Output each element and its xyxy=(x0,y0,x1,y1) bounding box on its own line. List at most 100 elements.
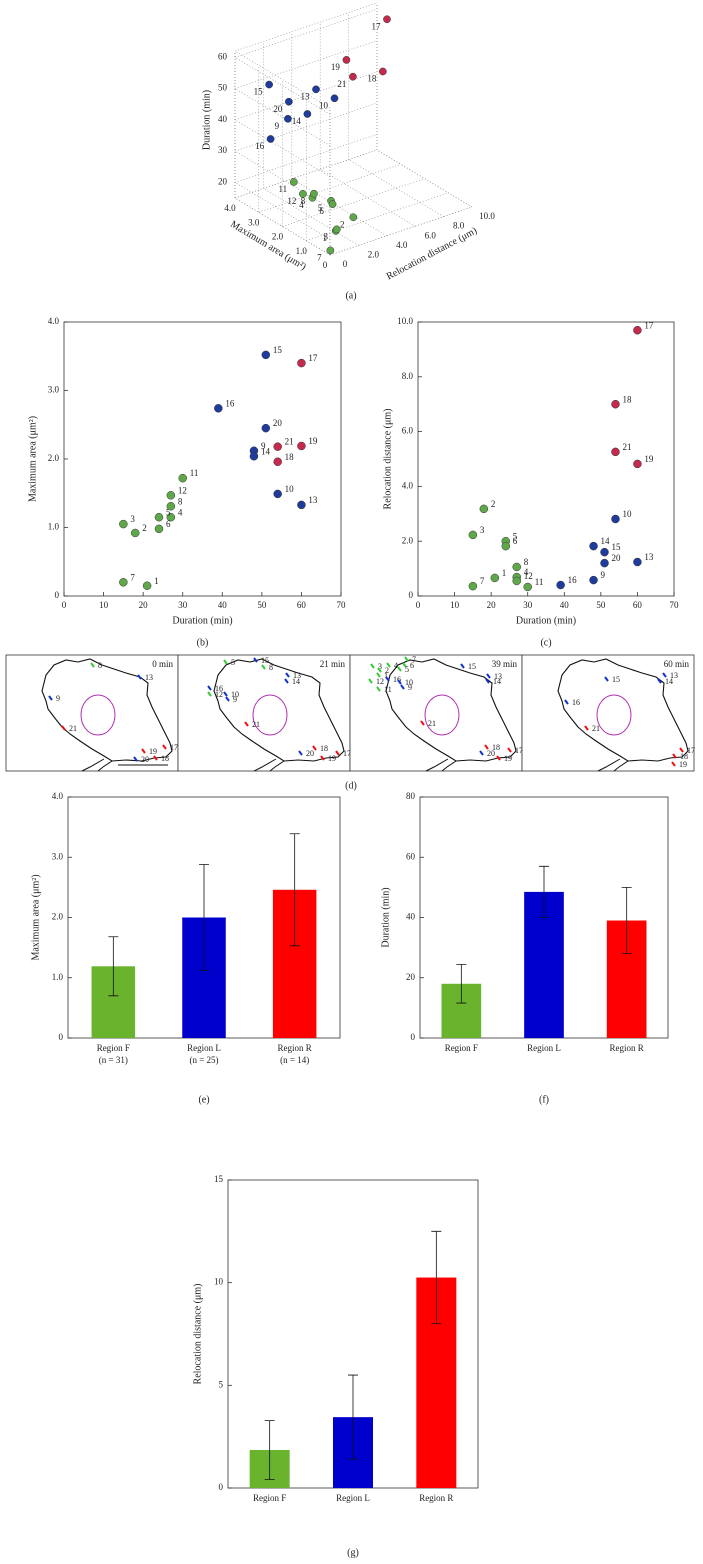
point xyxy=(589,575,598,585)
grid-line xyxy=(282,178,425,227)
point xyxy=(611,399,620,409)
point-label: 17 xyxy=(371,21,381,31)
x-tick-label: Region F xyxy=(445,1043,478,1053)
adhesion-mark xyxy=(61,725,66,731)
adhesion-mark xyxy=(404,656,409,662)
y-tick-label: 4.0 xyxy=(224,203,236,213)
adhesion-mark xyxy=(253,657,258,663)
point-label: 19 xyxy=(644,454,654,464)
adhesion-mark xyxy=(486,673,491,679)
x-tick-label: 70 xyxy=(670,600,680,610)
category-note: (n = 14) xyxy=(280,1055,309,1065)
adhesion-label: 17 xyxy=(343,749,351,758)
error-bar xyxy=(348,1374,358,1460)
nucleus xyxy=(80,694,116,736)
y-tick-label: 4.0 xyxy=(402,480,414,490)
adhesion-label: 18 xyxy=(492,743,500,752)
point xyxy=(501,541,511,551)
y-tick-label: 20 xyxy=(406,972,416,982)
adhesion-label: 9 xyxy=(408,683,412,692)
point-label: 9 xyxy=(275,121,280,131)
point-label: 10 xyxy=(319,100,329,110)
y-axis-label: Relocation distance (μm) xyxy=(382,409,393,510)
point-label: 6 xyxy=(513,536,518,546)
cell-outline xyxy=(213,658,345,762)
grid-line xyxy=(234,149,378,199)
adhesion-mark xyxy=(207,685,212,691)
adhesion-label: 15 xyxy=(612,675,620,684)
y-tick-label: 0 xyxy=(219,1482,224,1492)
point-label: 7 xyxy=(480,576,485,586)
x-tick-label: Region L xyxy=(527,1043,561,1053)
y-tick-label: 3.0 xyxy=(48,385,60,395)
adhesion-mark xyxy=(496,755,501,761)
adhesion-mark xyxy=(604,676,609,682)
adhesion-mark xyxy=(662,672,667,678)
adhesion-mark xyxy=(298,750,303,756)
adhesion-label: 14 xyxy=(665,677,673,686)
frame-time: 39 min xyxy=(492,659,518,669)
point-label: 14 xyxy=(601,536,611,546)
adhesion-label: 14 xyxy=(493,677,501,686)
y-tick-label: 0 xyxy=(59,1032,64,1042)
point-label: 13 xyxy=(308,495,318,505)
adhesion-mark xyxy=(385,676,390,682)
point xyxy=(633,325,642,335)
frame-border xyxy=(521,654,695,772)
nucleus xyxy=(252,694,288,736)
adhesion-mark xyxy=(402,662,407,668)
frame-border xyxy=(5,654,179,772)
adhesion-label: 19 xyxy=(149,747,157,756)
adhesion-label: 17 xyxy=(515,746,523,755)
x-tick-label: 20 xyxy=(139,600,149,610)
point-label: 19 xyxy=(308,436,318,446)
error-bar xyxy=(456,964,467,1004)
point xyxy=(328,200,337,209)
point xyxy=(166,491,176,500)
point-label: 11 xyxy=(279,184,288,194)
x-axis-label: Duration (min) xyxy=(172,615,232,626)
adhesion-mark xyxy=(671,761,676,767)
point-label: 6 xyxy=(319,206,324,216)
point xyxy=(468,530,478,540)
adhesion-label: 12 xyxy=(376,677,384,686)
point-label: 14 xyxy=(292,116,302,126)
grid-line xyxy=(320,168,416,227)
panel-label: (c) xyxy=(540,637,551,648)
point xyxy=(490,573,500,583)
z-tick-label: 50 xyxy=(218,83,228,93)
y-tick-label: 80 xyxy=(406,791,416,801)
x-tick-label: 50 xyxy=(257,600,267,610)
point xyxy=(310,189,318,198)
adhesion-label: 19 xyxy=(679,760,687,769)
x-tick-label: 4.0 xyxy=(396,240,408,250)
cell-tail xyxy=(81,758,113,772)
adhesion-label: 21 xyxy=(592,724,600,733)
x-tick-label: 8.0 xyxy=(453,221,465,231)
adhesion-label: 13 xyxy=(494,672,502,681)
adhesion-mark xyxy=(657,678,662,684)
cell-outline xyxy=(385,658,517,762)
z-axis-label: Duration (min) xyxy=(201,90,212,150)
point xyxy=(611,514,620,524)
point-label: 6 xyxy=(166,519,171,529)
point-label: 1 xyxy=(502,568,507,578)
adhesion-mark xyxy=(484,744,489,750)
point xyxy=(273,489,282,499)
point-label: 18 xyxy=(285,452,295,462)
point-label: 9 xyxy=(261,441,266,451)
point-label: 2 xyxy=(340,219,345,229)
point-label: 19 xyxy=(331,62,341,72)
point xyxy=(600,547,609,557)
z-tick-label: 30 xyxy=(218,145,228,155)
point-label: 11 xyxy=(190,468,199,478)
y-axis-label: Maximum area (μm²) xyxy=(30,874,41,960)
x-tick-label: 60 xyxy=(633,600,643,610)
point xyxy=(330,94,339,103)
adhesion-mark xyxy=(162,744,167,750)
point xyxy=(303,110,312,118)
point-label: 3 xyxy=(323,231,328,241)
plot-frame xyxy=(417,321,675,597)
